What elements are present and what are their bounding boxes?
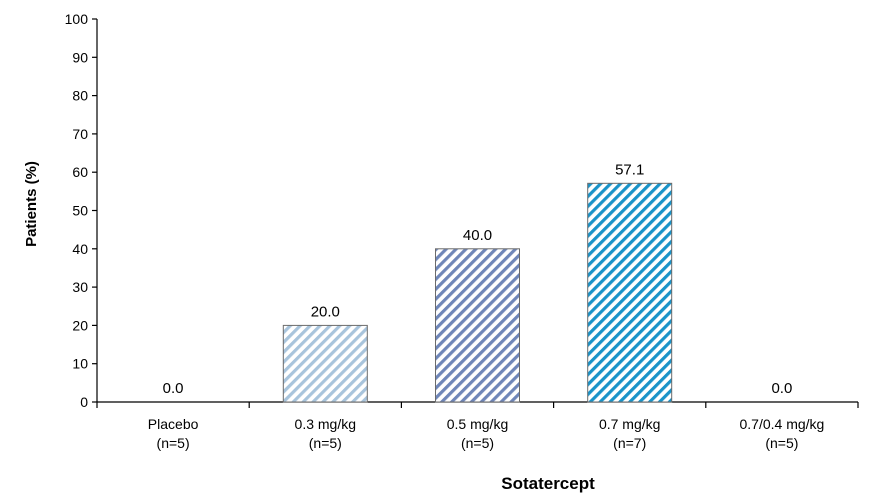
- x-category-count: (n=5): [765, 435, 798, 451]
- y-tick-label: 90: [72, 49, 88, 65]
- y-tick-label: 10: [72, 356, 88, 372]
- data-label: 40.0: [463, 227, 492, 244]
- data-label: 20.0: [311, 303, 340, 320]
- y-tick-label: 50: [72, 203, 88, 219]
- bar: [587, 182, 673, 403]
- y-tick-label: 0: [80, 394, 88, 410]
- data-label: 57.1: [615, 161, 644, 178]
- x-category-label: 0.7/0.4 mg/kg: [739, 416, 824, 432]
- bars: [282, 182, 673, 403]
- y-tick-label: 40: [72, 241, 88, 257]
- x-category-label: Placebo: [148, 416, 199, 432]
- x-category-count: (n=5): [309, 435, 342, 451]
- data-label: 0.0: [163, 380, 184, 397]
- x-axis: Placebo (n=5) 0.3 mg/kg (n=5) 0.5 mg/kg (n=5)…: [96, 401, 859, 451]
- y-tick-label: 100: [65, 11, 89, 27]
- x-category-count: (n=5): [157, 435, 190, 451]
- y-tick-label: 30: [72, 279, 88, 295]
- x-group-title: Sotatercept: [501, 474, 595, 493]
- data-label: 0.0: [771, 380, 792, 397]
- x-category-label: 0.3 mg/kg: [295, 416, 356, 432]
- x-category-count: (n=5): [461, 435, 494, 451]
- y-tick-label: 70: [72, 126, 88, 142]
- data-labels: 0.0 20.0 40.0 57.1 0.0: [163, 161, 793, 397]
- bar: [282, 324, 368, 403]
- y-tick-label: 80: [72, 88, 88, 104]
- x-category-label: 0.7 mg/kg: [599, 416, 660, 432]
- y-tick-label: 20: [72, 317, 88, 333]
- x-category-count: (n=7): [613, 435, 646, 451]
- bar: [435, 248, 520, 403]
- y-tick-label: 60: [72, 164, 88, 180]
- x-category-label: 0.5 mg/kg: [447, 416, 508, 432]
- y-axis: 0 10 20 30 40 50 60 70 80 90 100: [65, 11, 98, 410]
- y-axis-title: Patients (%): [23, 161, 40, 247]
